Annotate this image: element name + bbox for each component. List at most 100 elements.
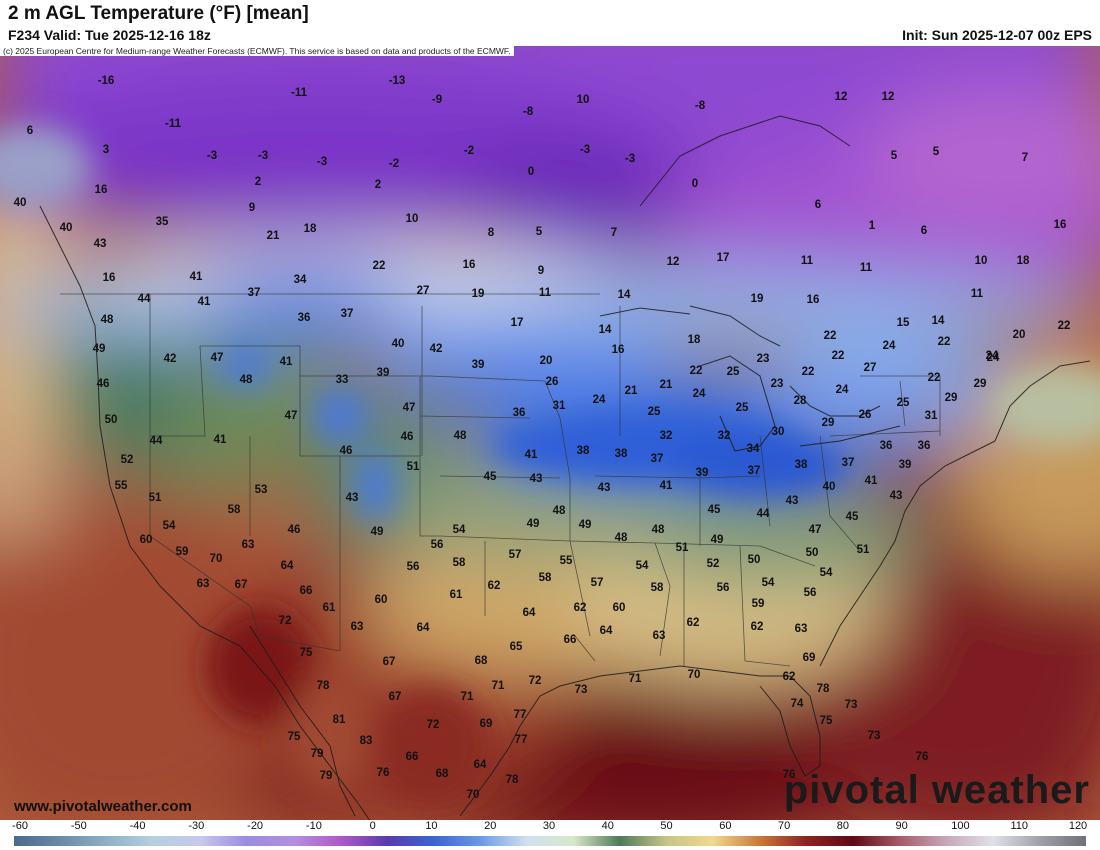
temp-label: 79 bbox=[319, 770, 333, 782]
temp-label: 41 bbox=[197, 296, 211, 308]
temp-label: 49 bbox=[526, 518, 540, 530]
temp-label: 32 bbox=[659, 430, 673, 442]
temp-label: 67 bbox=[388, 691, 402, 703]
temp-label: 34 bbox=[746, 443, 760, 455]
temp-label: 22 bbox=[823, 330, 837, 342]
temp-label: -3 bbox=[579, 144, 591, 156]
temp-label: 42 bbox=[163, 353, 177, 365]
temp-label: 37 bbox=[747, 465, 761, 477]
temp-label: 1 bbox=[868, 220, 876, 232]
temp-label: -9 bbox=[431, 94, 443, 106]
temp-label: 50 bbox=[805, 547, 819, 559]
temp-label: 60 bbox=[139, 534, 153, 546]
temp-label: 16 bbox=[1053, 219, 1067, 231]
temp-label: 50 bbox=[747, 554, 761, 566]
colorbar-tick: 90 bbox=[895, 820, 908, 832]
temp-label: 53 bbox=[254, 484, 268, 496]
temp-label: 77 bbox=[513, 709, 527, 721]
temp-label: -3 bbox=[257, 150, 269, 162]
temp-label: 58 bbox=[538, 572, 552, 584]
temp-label: 10 bbox=[405, 213, 419, 225]
temp-label: 78 bbox=[316, 680, 330, 692]
temp-label: 28 bbox=[793, 395, 807, 407]
temp-label: 71 bbox=[628, 673, 642, 685]
colorbar-tick: 70 bbox=[777, 820, 791, 832]
temp-label: 36 bbox=[917, 440, 931, 452]
temp-label: 65 bbox=[509, 641, 523, 653]
temp-label: 43 bbox=[597, 482, 611, 494]
temp-label: 62 bbox=[573, 602, 587, 614]
temp-label: 54 bbox=[162, 520, 176, 532]
temp-label: -3 bbox=[206, 150, 218, 162]
temp-label: 16 bbox=[94, 184, 108, 196]
colorbar-tick: 40 bbox=[601, 820, 614, 832]
colorbar-tick: -40 bbox=[129, 820, 146, 832]
temp-label: 73 bbox=[574, 684, 588, 696]
temp-label: 37 bbox=[841, 457, 855, 469]
temp-label: 52 bbox=[706, 558, 720, 570]
temp-label: 25 bbox=[735, 402, 749, 414]
temp-label: -11 bbox=[165, 118, 181, 130]
temp-label: 72 bbox=[278, 615, 292, 627]
temp-label: 29 bbox=[821, 417, 835, 429]
temp-label: 5 bbox=[535, 226, 543, 238]
colorbar-tick: 20 bbox=[484, 820, 497, 832]
temp-label: 21 bbox=[659, 379, 673, 391]
temp-label: 12 bbox=[881, 91, 895, 103]
temp-label: 3 bbox=[102, 144, 110, 156]
temp-label: 48 bbox=[239, 374, 253, 386]
temp-label: 37 bbox=[340, 308, 354, 320]
temp-label: -11 bbox=[291, 87, 307, 99]
temp-label: 51 bbox=[675, 542, 689, 554]
temp-label: 6 bbox=[920, 225, 928, 237]
temp-label: 14 bbox=[931, 315, 945, 327]
temp-label: 25 bbox=[647, 406, 661, 418]
temp-label: 62 bbox=[686, 617, 700, 629]
temp-label: 46 bbox=[96, 378, 110, 390]
temp-label: 54 bbox=[635, 560, 649, 572]
temp-label: 24 bbox=[692, 388, 706, 400]
temp-label: 39 bbox=[695, 467, 709, 479]
temp-label: 47 bbox=[210, 352, 224, 364]
temp-label: 46 bbox=[287, 524, 301, 536]
temp-label: 11 bbox=[859, 262, 873, 274]
temp-label: 51 bbox=[856, 544, 870, 556]
temp-label: 36 bbox=[512, 407, 526, 419]
colorbar-tick: -50 bbox=[70, 820, 87, 832]
temp-label: 47 bbox=[808, 524, 822, 536]
temp-label: 57 bbox=[508, 549, 522, 561]
temp-label: 41 bbox=[213, 434, 227, 446]
temp-label: 54 bbox=[452, 524, 466, 536]
colorbar-tick: 120 bbox=[1068, 820, 1088, 832]
temp-label: 48 bbox=[100, 314, 114, 326]
temp-label: 0 bbox=[527, 166, 535, 178]
temp-label: 26 bbox=[858, 409, 872, 421]
temp-label: 70 bbox=[466, 789, 480, 801]
temp-label: 22 bbox=[927, 372, 941, 384]
colorbar-tick: 30 bbox=[542, 820, 556, 832]
colorbar-tick: 50 bbox=[660, 820, 673, 832]
temp-label: 40 bbox=[391, 338, 405, 350]
temp-label: 58 bbox=[452, 557, 466, 569]
temp-label: 64 bbox=[599, 625, 613, 637]
temp-label: 68 bbox=[435, 768, 449, 780]
temp-label: 55 bbox=[114, 480, 128, 492]
temp-label: 24 bbox=[882, 340, 896, 352]
map-title: 2 m AGL Temperature (°F) [mean] bbox=[8, 3, 309, 24]
temp-label: 70 bbox=[209, 553, 223, 565]
temperature-map[interactable]: -16 -13 -11 -11 -9 -8 -8 10 6 3 -3 -3 -3 -2 -2 -3 -3 0 0 2 2… bbox=[0, 46, 1100, 820]
temp-label: 69 bbox=[802, 652, 816, 664]
temp-label: 64 bbox=[473, 759, 487, 771]
temp-label: 66 bbox=[405, 751, 419, 763]
temp-label: 23 bbox=[770, 378, 784, 390]
temp-label: 44 bbox=[137, 293, 151, 305]
temp-label: 46 bbox=[400, 431, 414, 443]
temp-label: 29 bbox=[944, 392, 958, 404]
temp-label: 2 bbox=[254, 176, 262, 188]
temp-label: -3 bbox=[316, 156, 328, 168]
temp-label: 69 bbox=[479, 718, 493, 730]
temp-label: 5 bbox=[932, 146, 940, 158]
temp-label: 62 bbox=[487, 580, 501, 592]
temp-label: 78 bbox=[505, 774, 519, 786]
temp-label: 48 bbox=[453, 430, 467, 442]
